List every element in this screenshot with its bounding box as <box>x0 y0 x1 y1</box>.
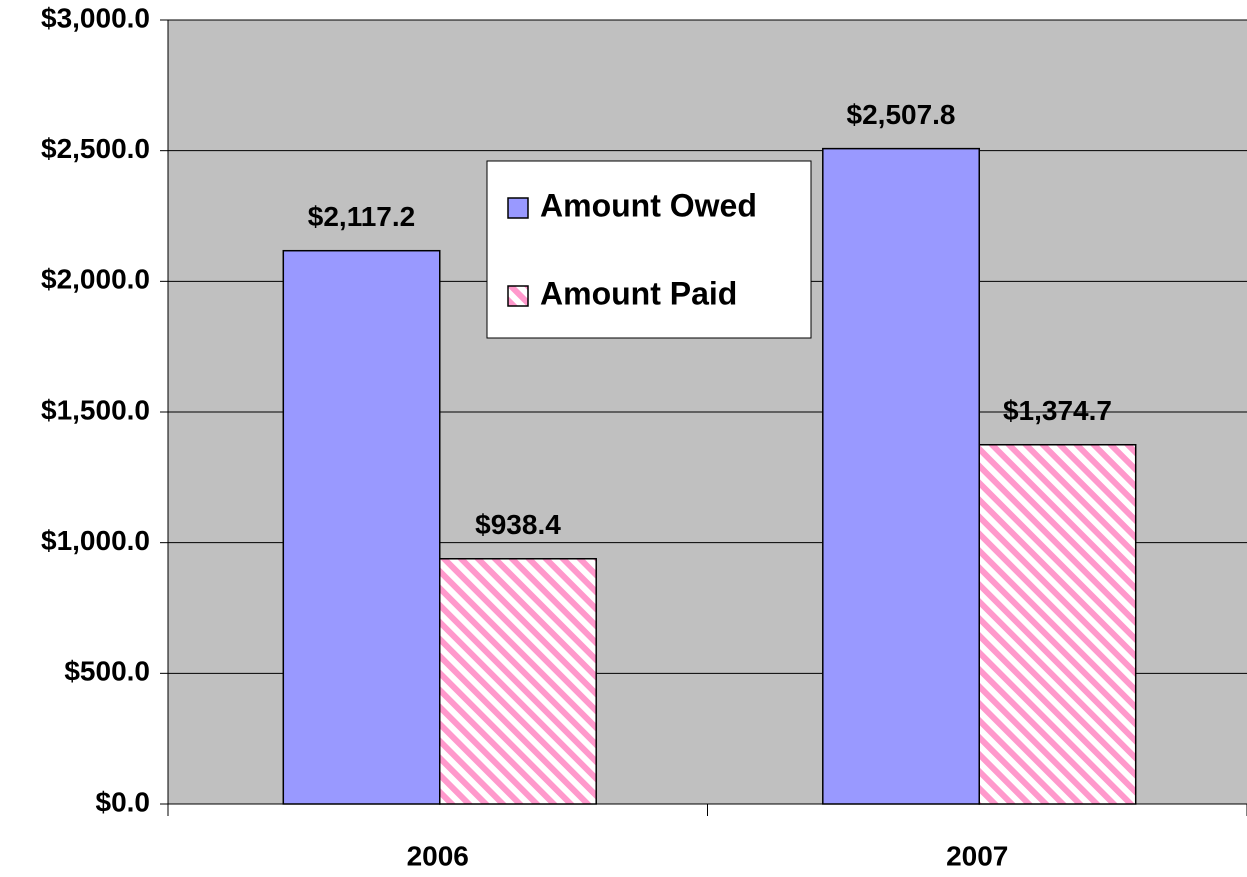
legend-label: Amount Owed <box>540 187 757 223</box>
bar <box>439 558 597 805</box>
legend-label: Amount Paid <box>540 275 737 311</box>
y-tick-label: $0.0 <box>96 786 151 817</box>
bar <box>822 147 980 805</box>
legend-swatch <box>507 285 529 307</box>
x-tick-label: 2006 <box>407 840 469 871</box>
y-tick-label: $1,500.0 <box>41 394 150 425</box>
value-label: $938.4 <box>475 509 561 540</box>
legend-swatch <box>507 197 529 219</box>
value-label: $1,374.7 <box>1003 395 1112 426</box>
value-label: $2,117.2 <box>308 201 415 232</box>
y-tick-label: $1,000.0 <box>41 525 150 556</box>
y-tick-label: $2,000.0 <box>41 264 150 295</box>
y-tick-label: $500.0 <box>64 656 150 687</box>
y-tick-label: $2,500.0 <box>41 133 150 164</box>
y-tick-label: $3,000.0 <box>41 2 150 33</box>
bar <box>978 443 1137 805</box>
value-label: $2,507.8 <box>847 99 956 130</box>
bar <box>282 249 441 805</box>
legend-box <box>486 160 812 339</box>
x-tick-label: 2007 <box>946 840 1008 871</box>
